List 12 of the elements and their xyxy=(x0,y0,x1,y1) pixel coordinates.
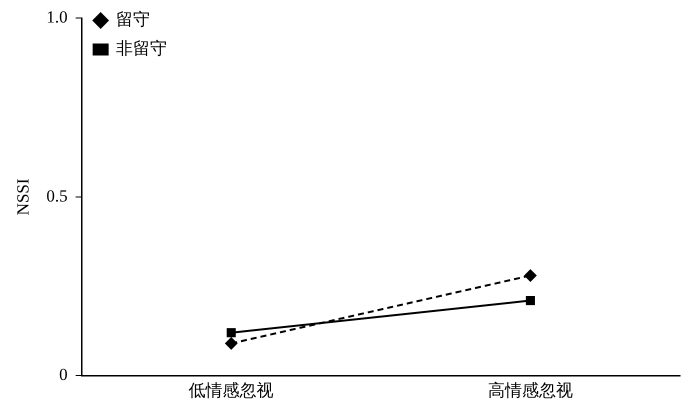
y-tick-label: 1.0 xyxy=(46,8,68,27)
legend-label: 非留守 xyxy=(116,38,168,59)
point xyxy=(526,296,535,306)
point xyxy=(226,328,236,338)
legend-label: 留守 xyxy=(116,10,150,30)
y-tick-label: 0.5 xyxy=(46,186,68,206)
x-tick-label: 高情感忽视 xyxy=(488,381,573,402)
y-tick-label: 0 xyxy=(59,365,68,384)
point xyxy=(524,270,536,282)
y-axis-title: NSSI xyxy=(14,178,33,216)
point xyxy=(225,337,238,350)
x-tick-label: 低情感忽视 xyxy=(188,381,274,402)
